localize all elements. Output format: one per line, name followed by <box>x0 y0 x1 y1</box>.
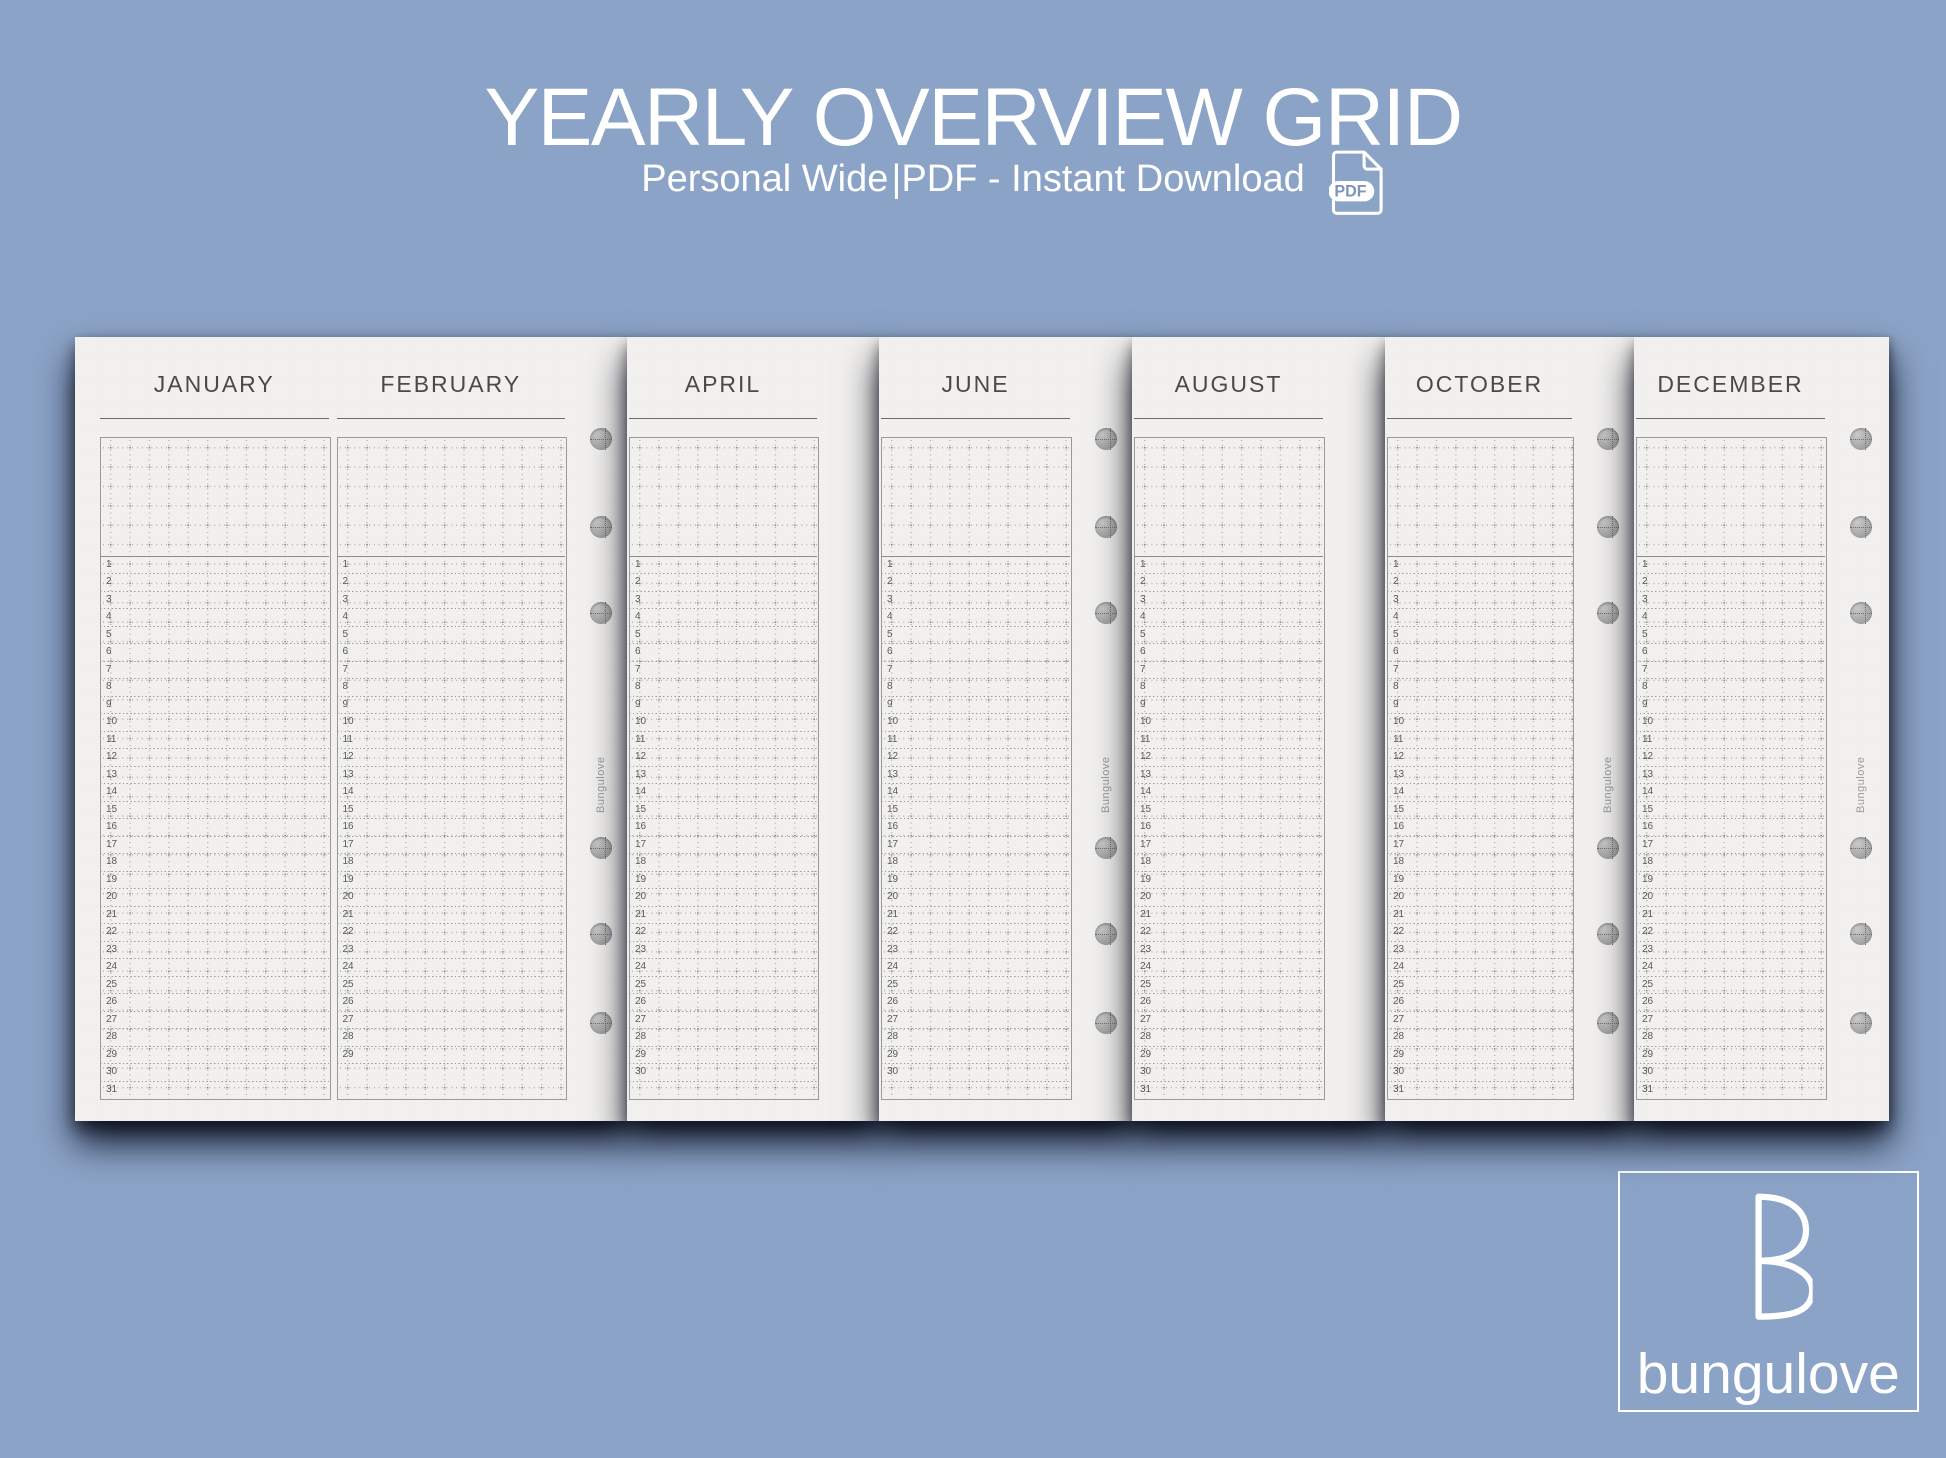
svg-text:PDF: PDF <box>1334 182 1366 200</box>
